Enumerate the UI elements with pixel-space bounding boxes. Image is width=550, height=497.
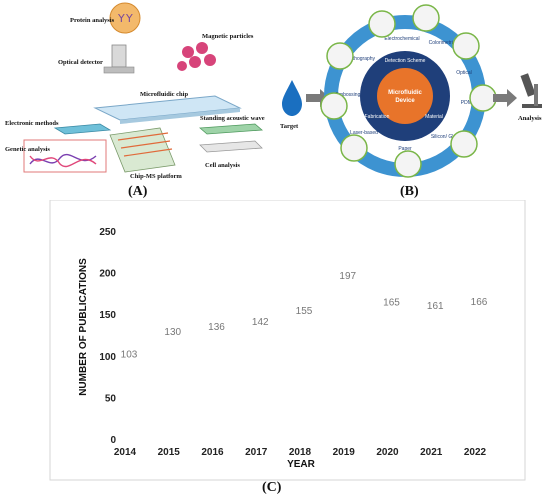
target-label: Target [280, 123, 299, 130]
y-tick-label: 150 [99, 310, 116, 321]
genetic-analysis-box [23, 139, 107, 173]
publications-chart: 0 50 100 150 200 250 2014 2015 2016 2017 2018 2019… [49, 200, 526, 481]
center-label-2: Device [395, 98, 415, 104]
water-drop-icon [282, 80, 302, 116]
genetic-analysis-label: Genetic analysis [5, 146, 50, 153]
thumb-optical [452, 32, 480, 60]
thumb-electrochemical [368, 10, 396, 38]
cell-analysis-label: Cell analysis [205, 162, 240, 169]
outer-label-embossing: Embossing [336, 92, 361, 98]
chart-border [49, 200, 526, 481]
device-center [377, 68, 433, 124]
thumb-embossing [320, 92, 348, 120]
y-axis-title: NUMBER OF PUBLICATIONS [78, 258, 89, 396]
x-axis-title: YEAR [287, 459, 316, 470]
outer-label-colorimetric: Colorimetric [429, 40, 456, 46]
x-tick-label: 2019 [333, 447, 356, 458]
data-label: 155 [296, 306, 313, 317]
antibody-icon: Y [117, 12, 125, 25]
x-tick-label: 2016 [201, 447, 224, 458]
antibody-icon: Y [125, 12, 133, 25]
outer-label-paper: Paper [398, 146, 412, 152]
x-tick-label: 2020 [376, 447, 399, 458]
data-label: 166 [471, 297, 488, 308]
data-label: 130 [164, 327, 181, 338]
thumb-silicon [450, 130, 478, 158]
data-label: 136 [208, 322, 225, 333]
outer-label-silicon-glass: Silicon/ Glass [431, 134, 462, 140]
electronic-methods-icon [53, 123, 112, 135]
ring-label-detection: Detection Scheme [385, 58, 426, 64]
y-tick-label: 100 [99, 352, 116, 363]
electronic-methods-label: Electronic methods [5, 120, 59, 127]
x-tick-label: 2014 [114, 447, 137, 458]
microscope-icon [520, 73, 542, 108]
x-tick-label: 2015 [158, 447, 181, 458]
data-label: 161 [427, 301, 444, 312]
standing-acoustic-wave-icon [199, 123, 263, 135]
outer-label-optical: Optical [456, 70, 472, 76]
data-label: 197 [339, 271, 356, 282]
panel-c-label: (C) [262, 480, 282, 495]
panel-a-label: (A) [128, 184, 148, 199]
panel-b-label: (B) [400, 184, 419, 199]
outer-label-laser: Laser-based [350, 130, 378, 136]
ring-label-fabrication: Fabrication [365, 114, 390, 120]
optical-detector-icon [111, 44, 127, 68]
magnetic-particles-icon [177, 42, 216, 71]
y-tick-label: 200 [99, 269, 116, 280]
microfluidic-chip-label: Microfluidic chip [140, 91, 188, 98]
protein-analysis-label: Protein analysis [70, 17, 115, 24]
outer-label-pdms: PDMS [461, 100, 476, 106]
panel-b-illustration: Target Microfluidic Device Detection Sch… [280, 4, 542, 178]
x-tick-label: 2022 [464, 447, 487, 458]
data-label: 165 [383, 298, 400, 309]
data-label: 103 [121, 349, 138, 360]
outer-label-lithography: Lithography [349, 56, 376, 62]
thumb-laser [340, 134, 368, 162]
chip-ms-platform-label: Chip-MS platform [130, 173, 182, 180]
y-tick-label: 250 [99, 227, 116, 238]
outer-label-electrochemical: Electrochemical [384, 36, 419, 42]
panel-a-illustration: Y Y Protein analysis Optical detector Ma… [5, 2, 265, 180]
center-label-1: Microfluidic [388, 90, 422, 96]
x-tick-label: 2021 [420, 447, 443, 458]
y-tick-label: 50 [105, 393, 117, 404]
x-tick-label: 2018 [289, 447, 312, 458]
y-tick-label: 0 [110, 435, 116, 446]
optical-detector-label: Optical detector [58, 59, 103, 66]
data-label: 142 [252, 317, 269, 328]
thumb-pdms [469, 84, 497, 112]
standing-acoustic-wave-label: Standing acoustic wave [200, 115, 265, 122]
thumb-colorimetric [412, 4, 440, 32]
ring-label-material: Material [425, 114, 443, 120]
protein-analysis-icon [109, 2, 141, 34]
x-tick-label: 2017 [245, 447, 268, 458]
thumb-paper [394, 150, 422, 178]
analysis-label: Analysis [518, 115, 542, 122]
cell-analysis-icon [199, 140, 263, 153]
magnetic-particles-label: Magnetic particles [202, 33, 254, 40]
thumb-lithography [326, 42, 354, 70]
arrow-right-icon [493, 89, 517, 107]
